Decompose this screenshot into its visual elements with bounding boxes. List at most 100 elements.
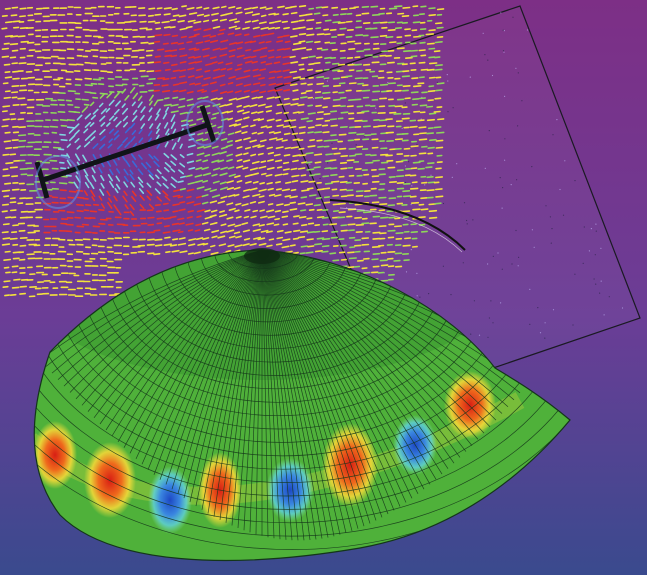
vector-arrow (196, 152, 205, 156)
vector-arrow (84, 113, 92, 120)
vector-arrow (11, 286, 20, 289)
vector-arrow (217, 125, 223, 129)
vector-arrow (113, 159, 118, 166)
vector-arrow (274, 217, 281, 221)
vector-arrow (402, 195, 412, 198)
vector-arrow (217, 200, 226, 204)
vector-arrow (153, 229, 161, 232)
vector-arrow (188, 167, 196, 170)
vector-arrow (187, 252, 194, 255)
vector-arrow (300, 92, 307, 95)
plane-speck (521, 100, 523, 102)
vector-arrow (203, 27, 212, 32)
vector-arrow (68, 134, 76, 142)
plane-speck (574, 273, 576, 275)
vector-arrow (396, 47, 405, 50)
vector-arrow (4, 131, 11, 134)
vector-arrow (3, 63, 11, 66)
vector-arrow (169, 215, 177, 219)
vector-arrow (340, 8, 348, 11)
vector-arrow (412, 85, 422, 88)
vector-arrow (196, 68, 202, 72)
mesh-radial-line (195, 250, 263, 507)
vector-arrow (1, 47, 9, 51)
vector-arrow (186, 7, 195, 10)
vector-arrow (345, 35, 353, 39)
vector-arrow (437, 118, 445, 121)
vector-arrow (13, 278, 21, 281)
vector-arrow (291, 132, 299, 135)
vector-arrow (379, 21, 388, 24)
vector-arrow (409, 195, 417, 198)
vector-arrow (242, 75, 251, 79)
vector-arrow (17, 134, 27, 137)
vector-arrow (297, 111, 305, 114)
mesh-radial-line (261, 250, 443, 475)
vector-arrow (203, 228, 211, 232)
plane-speck (501, 268, 503, 270)
vector-arrow (268, 56, 275, 59)
vector-arrow (251, 13, 260, 16)
vector-arrow (242, 195, 250, 199)
vector-arrow (253, 48, 262, 52)
vector-arrow (2, 153, 10, 156)
vector-arrow (289, 244, 296, 247)
vector-arrow (282, 161, 290, 165)
vector-arrow (337, 21, 346, 24)
vector-arrow (402, 85, 411, 88)
plane-speck (484, 167, 486, 169)
vector-arrow (275, 111, 283, 115)
vector-arrow (348, 257, 357, 260)
vector-arrow (283, 26, 290, 30)
vector-arrow (267, 215, 276, 219)
vector-arrow (4, 294, 10, 297)
vector-arrow (235, 235, 242, 239)
vector-arrow (162, 231, 171, 234)
vector-arrow (244, 146, 251, 150)
vector-arrow (251, 19, 259, 23)
vector-arrow (340, 111, 349, 114)
vector-arrow (179, 187, 186, 191)
vector-arrow (338, 211, 346, 214)
vector-arrow (330, 134, 337, 137)
vector-arrow (219, 90, 228, 95)
vector-arrow (186, 152, 194, 156)
vector-arrow (258, 41, 265, 44)
vector-arrow (106, 122, 111, 127)
vector-arrow (317, 145, 324, 148)
vector-arrow (282, 223, 289, 226)
vector-arrow (108, 99, 115, 106)
vector-arrow (277, 5, 285, 9)
vector-arrow (353, 63, 363, 66)
vector-arrow (330, 139, 339, 142)
plane-speck (491, 74, 494, 77)
vector-arrow (370, 5, 379, 8)
vector-arrow (162, 112, 168, 120)
vector-arrow (9, 237, 18, 240)
plane-speck (428, 293, 430, 295)
vector-arrow (235, 118, 243, 122)
vector-arrow (217, 74, 226, 78)
vector-arrow (379, 216, 389, 219)
vector-arrow (306, 238, 314, 241)
vector-arrow (220, 166, 228, 171)
vector-arrow (124, 126, 131, 134)
vector-arrow (436, 35, 444, 39)
vector-arrow (242, 111, 250, 115)
vector-arrow (307, 131, 314, 134)
vector-arrow (426, 132, 435, 135)
vector-arrow (289, 119, 297, 122)
mesh-radial-line (261, 250, 449, 469)
vector-arrow (364, 161, 374, 164)
vector-arrow (260, 229, 269, 233)
mesh-radial-line (261, 250, 497, 421)
vector-arrow (284, 40, 291, 44)
plane-speck (572, 324, 574, 326)
vector-arrow (186, 103, 195, 107)
vector-arrow (1, 110, 8, 113)
vector-arrow (323, 139, 331, 142)
vector-arrow (233, 193, 240, 197)
plane-speck (549, 216, 552, 218)
vector-arrow (108, 197, 113, 203)
mesh-radial-line (261, 250, 419, 494)
